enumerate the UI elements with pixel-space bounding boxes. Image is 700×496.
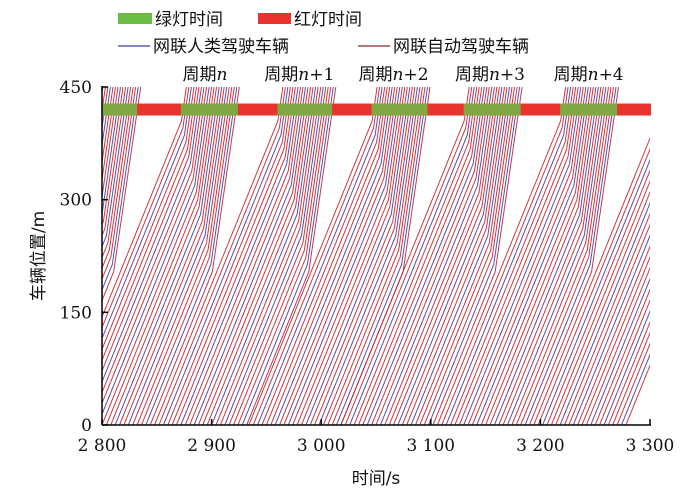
- y-tick-label: 150: [60, 303, 92, 323]
- av-trajectory: [8, 87, 116, 425]
- av-trajectory: [0, 87, 105, 425]
- hv-trajectory: [0, 87, 110, 425]
- cycle-label: 周期n+1: [264, 65, 334, 85]
- av-trajectory: [608, 87, 700, 425]
- cycle-labels: 周期n 周期n+1 周期n+2 周期n+3 周期n+4: [183, 65, 624, 85]
- av-trajectory: [433, 87, 522, 425]
- legend-hv-label: 网联人类驾驶车辆: [153, 37, 289, 57]
- x-tick-label: 3 200: [516, 436, 565, 456]
- hv-trajectory: [258, 87, 383, 425]
- x-tick-label: 2 800: [78, 436, 127, 456]
- legend-av-label: 网联自动驾驶车辆: [393, 37, 529, 57]
- y-tick-label: 0: [81, 416, 92, 436]
- cycle-label: 周期n+2: [359, 65, 429, 85]
- av-trajectory: [150, 87, 239, 425]
- hv-trajectory: [350, 87, 475, 425]
- x-tick-label: 2 900: [187, 436, 236, 456]
- cycle-label: 周期n+4: [554, 65, 624, 85]
- hv-trajectory: [446, 87, 570, 425]
- legend: 绿灯时间 红灯时间 网联人类驾驶车辆 网联自动驾驶车辆: [118, 10, 529, 57]
- av-trajectory: [613, 87, 700, 425]
- av-trajectory: [565, 87, 680, 425]
- x-tick-label: 3 100: [406, 436, 455, 456]
- trajectories: [0, 87, 700, 425]
- y-axis-title: 车辆位置/m: [29, 211, 49, 301]
- legend-green-label: 绿灯时间: [155, 10, 223, 30]
- y-tick-label: 300: [60, 191, 92, 211]
- hv-trajectory: [47, 87, 138, 425]
- green-phase-bar: [560, 104, 617, 116]
- av-trajectory: [617, 87, 700, 425]
- av-trajectory: [3, 87, 113, 425]
- signal-bar: [102, 104, 651, 116]
- cycle-label: 周期n+3: [455, 65, 525, 85]
- legend-red-swatch: [258, 13, 291, 24]
- green-phase-bar: [102, 104, 137, 116]
- legend-red-label: 红灯时间: [294, 10, 362, 30]
- x-tick-label: 3 000: [297, 436, 346, 456]
- av-trajectory: [253, 87, 379, 425]
- green-phase-bar: [181, 104, 238, 116]
- green-phase-bar: [277, 104, 332, 116]
- x-axis-title: 时间/s: [352, 469, 401, 489]
- av-trajectory: [43, 87, 136, 425]
- av-trajectory: [234, 87, 329, 425]
- hv-trajectory: [0, 87, 103, 425]
- av-trajectory: [38, 87, 133, 425]
- av-trajectory: [0, 87, 100, 425]
- av-trajectory: [0, 87, 108, 425]
- hv-trajectory: [67, 87, 191, 425]
- green-phase-bar: [464, 104, 521, 116]
- av-trajectory: [345, 87, 471, 425]
- green-phase-bar: [372, 104, 428, 116]
- hv-trajectory: [604, 87, 700, 425]
- hv-trajectory: [560, 87, 677, 425]
- av-trajectory: [529, 87, 618, 425]
- hv-trajectory: [543, 87, 668, 425]
- x-tick-label: 3 300: [626, 436, 675, 456]
- av-trajectory: [341, 87, 430, 425]
- cycle-label: 周期n: [183, 65, 228, 85]
- y-tick-label: 450: [60, 78, 92, 98]
- legend-green-swatch: [118, 13, 152, 24]
